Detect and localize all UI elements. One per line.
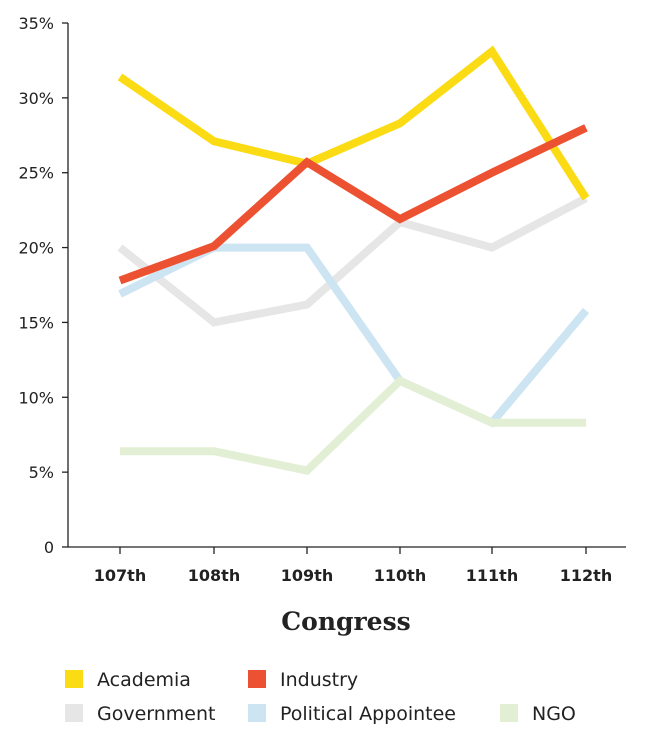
x-tick-label: 108th [188,566,240,585]
legend-swatch [248,704,266,722]
y-tick-label: 20% [18,239,54,258]
legend-swatch [65,704,83,722]
y-ticks: 0 5% 10% 15% 20% 25% 30% 35% [18,14,68,557]
series-line-government [117,194,588,327]
legend-swatch [65,670,83,688]
legend-item: NGO [500,703,576,725]
legend-item: Industry [248,669,358,691]
x-ticks: 107th 108th 109th 110th 111th 112th [94,547,612,585]
x-tick-label: 111th [466,566,518,585]
x-axis-label: Congress [281,607,410,636]
legend-item: Academia [65,669,191,691]
x-tick-label: 112th [560,566,612,585]
legend-swatch [500,704,518,722]
legend-label: Industry [280,669,358,691]
x-tick-label: 110th [374,566,426,585]
series-layer [117,45,590,475]
legend-label: Government [97,703,216,725]
series-line-political-appointee [118,243,590,428]
legend: Academia Industry Government Political Appo… [65,669,576,725]
legend-label: Academia [97,669,191,691]
series-line-industry [118,124,588,285]
y-tick-label: 25% [18,164,54,183]
series-line-ngo [120,376,586,475]
series-line-academia [117,45,590,201]
legend-item: Government [65,703,216,725]
y-tick-label: 0 [44,538,54,557]
legend-swatch [248,670,266,688]
axes-layer [67,23,626,548]
legend-label: Political Appointee [280,703,456,725]
legend-item: Political Appointee [248,703,456,725]
y-tick-label: 5% [29,463,54,482]
y-tick-label: 35% [18,14,54,33]
y-tick-label: 30% [18,89,54,108]
x-tick-label: 109th [281,566,333,585]
x-tick-label: 107th [94,566,146,585]
y-tick-label: 10% [18,388,54,407]
y-tick-label: 15% [18,313,54,332]
legend-label: NGO [532,703,576,725]
